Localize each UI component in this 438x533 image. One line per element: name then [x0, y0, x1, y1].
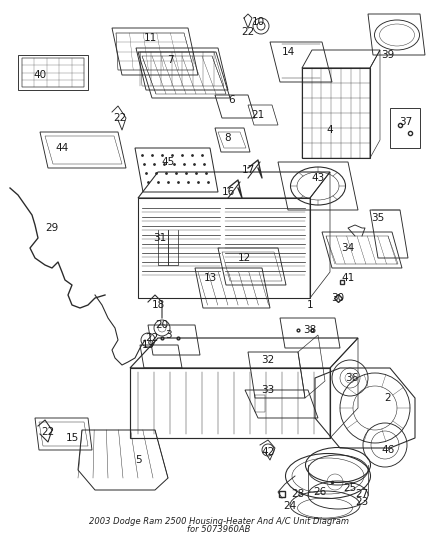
- Text: 13: 13: [203, 273, 217, 283]
- Text: 27: 27: [355, 489, 369, 499]
- Text: for 5073960AB: for 5073960AB: [187, 526, 251, 533]
- Text: 26: 26: [313, 487, 327, 497]
- Text: 42: 42: [261, 447, 275, 457]
- Text: 28: 28: [291, 489, 304, 499]
- Text: 34: 34: [341, 243, 355, 253]
- Text: 43: 43: [311, 173, 325, 183]
- Text: 10: 10: [251, 17, 265, 27]
- Text: 45: 45: [161, 157, 175, 167]
- Text: 8: 8: [225, 133, 231, 143]
- Text: 15: 15: [65, 433, 79, 443]
- Text: 38: 38: [304, 325, 317, 335]
- Text: 29: 29: [46, 223, 59, 233]
- Text: 36: 36: [346, 373, 359, 383]
- Text: 1: 1: [307, 300, 313, 310]
- Text: 41: 41: [341, 273, 355, 283]
- Text: 23: 23: [355, 497, 369, 507]
- Text: 11: 11: [143, 33, 157, 43]
- Text: 40: 40: [33, 70, 46, 80]
- Text: 5: 5: [135, 455, 141, 465]
- Text: 39: 39: [381, 50, 395, 60]
- Text: 22: 22: [41, 427, 55, 437]
- Text: 17: 17: [241, 165, 254, 175]
- Text: 4: 4: [327, 125, 333, 135]
- Text: 22: 22: [145, 333, 159, 343]
- Text: 22: 22: [241, 27, 254, 37]
- Text: 20: 20: [155, 320, 169, 330]
- Text: 46: 46: [381, 445, 395, 455]
- Text: 19: 19: [141, 340, 155, 350]
- Text: 24: 24: [283, 501, 297, 511]
- Text: 32: 32: [261, 355, 275, 365]
- Text: 35: 35: [371, 213, 385, 223]
- Text: 2: 2: [385, 393, 391, 403]
- Text: 21: 21: [251, 110, 265, 120]
- Text: 25: 25: [343, 483, 357, 493]
- Text: 2003 Dodge Ram 2500 Housing-Heater And A/C Unit Diagram: 2003 Dodge Ram 2500 Housing-Heater And A…: [89, 516, 349, 526]
- Text: 18: 18: [152, 300, 165, 310]
- Text: 3: 3: [165, 330, 171, 340]
- Text: 44: 44: [55, 143, 69, 153]
- Text: 31: 31: [153, 233, 166, 243]
- Text: 14: 14: [281, 47, 295, 57]
- Text: 33: 33: [261, 385, 275, 395]
- Text: 22: 22: [113, 113, 127, 123]
- Text: 37: 37: [399, 117, 413, 127]
- Text: 7: 7: [167, 55, 173, 65]
- Text: 16: 16: [221, 187, 235, 197]
- Text: 30: 30: [332, 293, 345, 303]
- Text: 6: 6: [229, 95, 235, 105]
- Text: 12: 12: [237, 253, 251, 263]
